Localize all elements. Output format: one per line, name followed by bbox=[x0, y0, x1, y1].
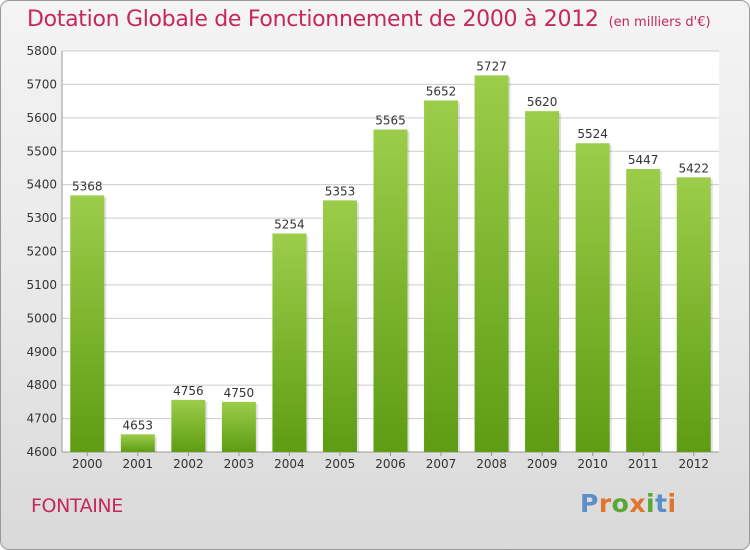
bar-2010 bbox=[575, 143, 610, 453]
chart-subtitle: (en milliers d'€) bbox=[608, 15, 711, 30]
data-label: 5727 bbox=[476, 59, 507, 73]
bar-2008 bbox=[474, 75, 509, 452]
x-tick-label: 2004 bbox=[274, 457, 305, 471]
x-tick-label: 2001 bbox=[123, 457, 154, 471]
chart-title-text: Dotation Globale de Fonctionnement de 20… bbox=[27, 7, 599, 32]
data-label: 4750 bbox=[224, 386, 255, 400]
logo-letter: i bbox=[667, 489, 677, 518]
x-tick-label: 2000 bbox=[72, 457, 103, 471]
y-tick-label: 5800 bbox=[26, 44, 57, 58]
bar-2000 bbox=[70, 195, 105, 453]
logo-letter: o bbox=[611, 489, 630, 518]
data-label: 5422 bbox=[678, 161, 709, 175]
y-tick-label: 4800 bbox=[26, 378, 57, 392]
y-tick-label: 5400 bbox=[26, 178, 57, 192]
y-tick-label: 4900 bbox=[26, 345, 57, 359]
x-tick-label: 2007 bbox=[426, 457, 457, 471]
bar-2004 bbox=[272, 233, 307, 452]
logo-letter: r bbox=[598, 489, 612, 518]
logo-letter: P bbox=[580, 489, 599, 518]
logo-letter: x bbox=[629, 489, 646, 518]
data-label: 5565 bbox=[375, 114, 406, 128]
x-tick-label: 2008 bbox=[476, 457, 507, 471]
y-tick-label: 5700 bbox=[26, 77, 57, 91]
bar-2006 bbox=[373, 129, 408, 452]
x-tick-label: 2010 bbox=[577, 457, 608, 471]
x-tick-label: 2009 bbox=[527, 457, 558, 471]
y-tick-label: 4600 bbox=[26, 445, 57, 459]
logo-letter: i bbox=[646, 489, 656, 518]
data-label: 5353 bbox=[325, 184, 356, 198]
x-tick-label: 2003 bbox=[224, 457, 255, 471]
logo-letter: t bbox=[655, 489, 668, 518]
chart-title: Dotation Globale de Fonctionnement de 20… bbox=[27, 7, 711, 32]
bar-2005 bbox=[322, 200, 357, 452]
y-tick-label: 5000 bbox=[26, 311, 57, 325]
x-tick-label: 2012 bbox=[678, 457, 709, 471]
y-tick-label: 4700 bbox=[26, 412, 57, 426]
bar-2011 bbox=[626, 168, 661, 453]
y-tick-label: 5100 bbox=[26, 278, 57, 292]
bar-2012 bbox=[676, 177, 711, 452]
bar-2007 bbox=[424, 100, 459, 452]
y-tick-label: 5200 bbox=[26, 245, 57, 259]
data-label: 5368 bbox=[72, 179, 103, 193]
y-tick-label: 5600 bbox=[26, 111, 57, 125]
y-tick-label: 5500 bbox=[26, 144, 57, 158]
bar-2003 bbox=[221, 401, 256, 452]
x-tick-label: 2002 bbox=[173, 457, 204, 471]
data-label: 5447 bbox=[628, 153, 659, 167]
bar-2001 bbox=[120, 434, 155, 452]
data-label: 4653 bbox=[123, 418, 154, 432]
x-tick-label: 2011 bbox=[628, 457, 659, 471]
commune-name: FONTAINE bbox=[31, 495, 123, 517]
data-label: 5254 bbox=[274, 217, 305, 231]
proxiti-logo: Proxiti bbox=[580, 489, 677, 518]
data-label: 5652 bbox=[426, 84, 457, 98]
bar-2009 bbox=[525, 111, 560, 453]
data-label: 4756 bbox=[173, 384, 204, 398]
bar-2002 bbox=[171, 399, 206, 452]
data-label: 5524 bbox=[577, 127, 608, 141]
y-tick-label: 5300 bbox=[26, 211, 57, 225]
data-label: 5620 bbox=[527, 95, 558, 109]
x-tick-label: 2005 bbox=[325, 457, 356, 471]
x-tick-label: 2006 bbox=[375, 457, 406, 471]
